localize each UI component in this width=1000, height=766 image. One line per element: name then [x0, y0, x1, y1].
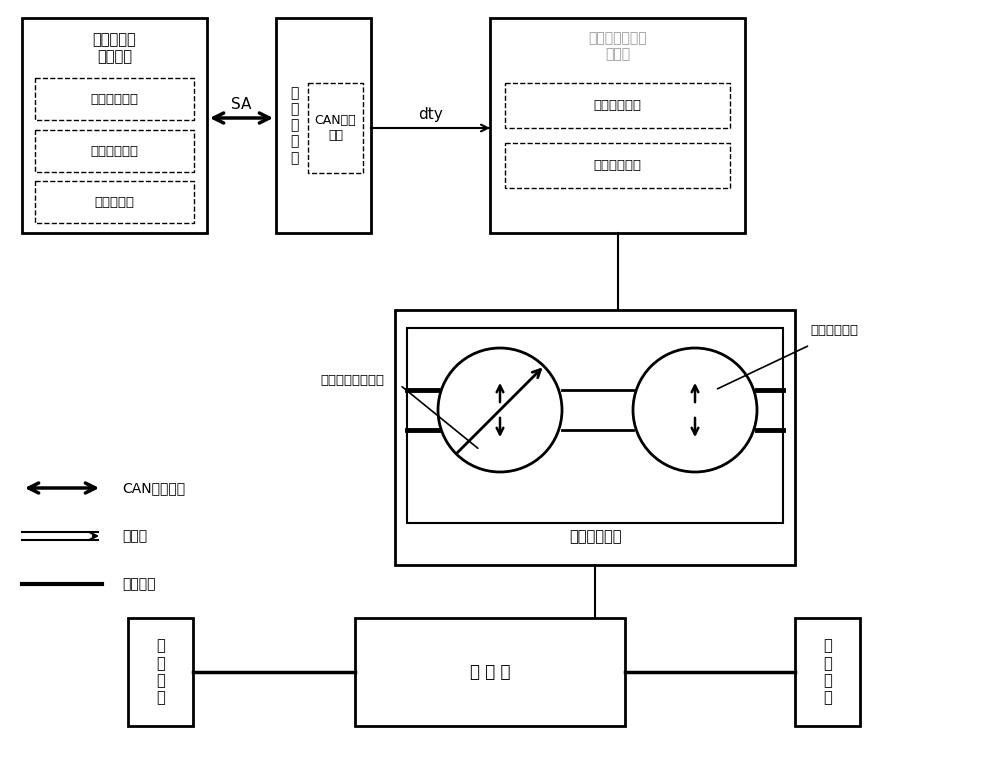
Text: 右转排量调节: 右转排量调节 [594, 159, 642, 172]
Bar [355, 618, 625, 726]
Text: 转角传感器: 转角传感器 [94, 195, 134, 208]
Text: 转向静压系统调
节机构: 转向静压系统调 节机构 [588, 31, 647, 61]
Text: 双向定量马达: 双向定量马达 [810, 323, 858, 336]
Circle shape [438, 348, 562, 472]
Bar [35, 181, 194, 223]
Text: 右
侧
履
带: 右 侧 履 带 [823, 638, 832, 705]
Text: 绝对转角计算: 绝对转角计算 [90, 145, 138, 158]
Bar [795, 618, 860, 726]
Text: 差 速 器: 差 速 器 [470, 663, 510, 681]
Circle shape [633, 348, 757, 472]
Bar [35, 130, 194, 172]
Text: CAN总线连接: CAN总线连接 [122, 481, 185, 495]
Bar [505, 143, 730, 188]
Bar [128, 618, 193, 726]
Text: 转角方向判断: 转角方向判断 [90, 93, 138, 106]
Text: 左转排量调节: 左转排量调节 [594, 99, 642, 112]
Text: 机械连接: 机械连接 [122, 577, 156, 591]
Text: 转向静压系统: 转向静压系统 [569, 529, 621, 545]
Bar [35, 78, 194, 120]
Text: 左
侧
履
带: 左 侧 履 带 [156, 638, 165, 705]
Bar [22, 18, 207, 233]
Text: dty: dty [418, 106, 443, 122]
Bar [276, 18, 371, 233]
Bar [505, 83, 730, 128]
Text: 电信号: 电信号 [122, 529, 147, 543]
Bar [407, 328, 783, 523]
Bar [490, 18, 745, 233]
Bar [395, 310, 795, 565]
Text: 转
向
控
制
器: 转 向 控 制 器 [290, 86, 298, 165]
Bar [308, 83, 363, 173]
Text: 方向盘转角
采集模块: 方向盘转角 采集模块 [93, 32, 136, 64]
Text: SA: SA [231, 97, 252, 112]
Text: 双向调节变排量泵: 双向调节变排量泵 [320, 374, 384, 387]
Text: CAN总线
模块: CAN总线 模块 [315, 114, 356, 142]
